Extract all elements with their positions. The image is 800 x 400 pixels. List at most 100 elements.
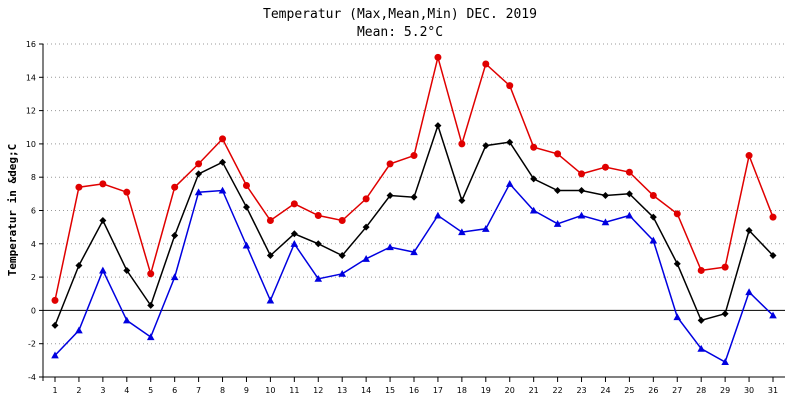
y-tick-label: 0 [31,306,36,315]
y-tick-label: 10 [26,140,36,149]
x-tick-label: 4 [124,386,129,395]
data-point [458,197,466,205]
x-tick-label: 28 [696,386,706,395]
data-point [745,226,753,234]
data-point [123,188,131,196]
x-tick-label: 16 [409,386,419,395]
data-point [266,251,274,259]
data-point [601,218,610,226]
x-tick-label: 9 [244,386,249,395]
data-point [266,296,275,304]
x-tick-label: 26 [648,386,658,395]
data-point [482,60,490,68]
x-tick-label: 8 [220,386,225,395]
data-point [625,211,634,219]
data-point [458,228,466,236]
data-point [530,143,538,151]
series-line [54,54,774,301]
x-tick-label: 1 [52,386,57,395]
x-tick-label: 10 [265,386,275,395]
data-point [721,263,729,271]
x-tick-label: 14 [361,386,371,395]
data-point [146,333,155,341]
data-point [410,152,418,160]
data-point [314,274,323,282]
x-tick-label: 23 [576,386,586,395]
data-point [242,182,250,190]
data-point [697,266,705,274]
data-point [194,188,203,196]
data-point [99,180,107,188]
x-tick-label: 31 [768,386,778,395]
data-point [171,183,179,191]
data-point [673,210,681,218]
data-point [338,269,346,277]
grid-lines [43,43,785,378]
x-tick-label: 19 [481,386,491,395]
series-1 [51,53,777,304]
data-point [673,260,681,268]
x-tick-label: 5 [148,386,153,395]
y-tick-label: 6 [31,207,36,216]
data-point [242,241,251,249]
x-tick-label: 20 [505,386,515,395]
data-point [362,195,370,203]
data-point [219,158,227,166]
data-point [506,82,514,90]
data-point [75,326,83,334]
data-point [578,187,586,195]
data-point [601,163,609,171]
data-point [290,240,299,247]
data-point [482,142,490,150]
x-tick-label: 27 [672,386,682,395]
x-tick-label: 29 [720,386,730,395]
data-point [506,138,514,146]
y-tick-label: 8 [31,173,36,182]
data-point [147,301,155,309]
data-point [625,168,633,176]
data-point [649,192,657,200]
data-point [553,220,562,227]
data-point [649,236,658,244]
data-point [51,321,59,329]
data-point [338,251,346,259]
data-point [123,316,131,324]
series-2 [51,122,777,329]
y-tick-label: 2 [31,273,36,282]
x-tick-label: 2 [76,386,81,395]
data-point [123,266,131,274]
data-point [195,170,203,178]
data-point [290,230,298,238]
data-point [314,240,322,248]
y-tick-label: 4 [31,240,36,249]
y-tick-label: 14 [26,73,36,82]
data-point [745,152,753,160]
data-point [410,248,418,256]
y-tick-label: 16 [26,40,36,49]
data-point [769,213,777,221]
series-layer [51,53,777,366]
data-point [290,200,298,208]
series-line [54,182,774,364]
data-point [505,180,514,187]
data-point [99,266,107,274]
data-point [338,216,346,224]
data-point [769,251,777,259]
data-point [147,270,155,278]
x-tick-label: 11 [289,386,299,395]
data-point [75,183,83,191]
x-tick-label: 13 [337,386,347,395]
data-point [386,192,394,200]
data-point [386,243,394,251]
data-point [482,225,490,232]
x-tick-label: 15 [385,386,395,395]
data-point [721,358,729,366]
x-tick-label: 30 [744,386,754,395]
data-point [219,135,227,143]
data-point [218,186,227,194]
x-tick-label: 6 [172,386,177,395]
y-axis-label: Temperatur in &deg;C [6,144,19,276]
x-tick-label: 18 [457,386,467,395]
